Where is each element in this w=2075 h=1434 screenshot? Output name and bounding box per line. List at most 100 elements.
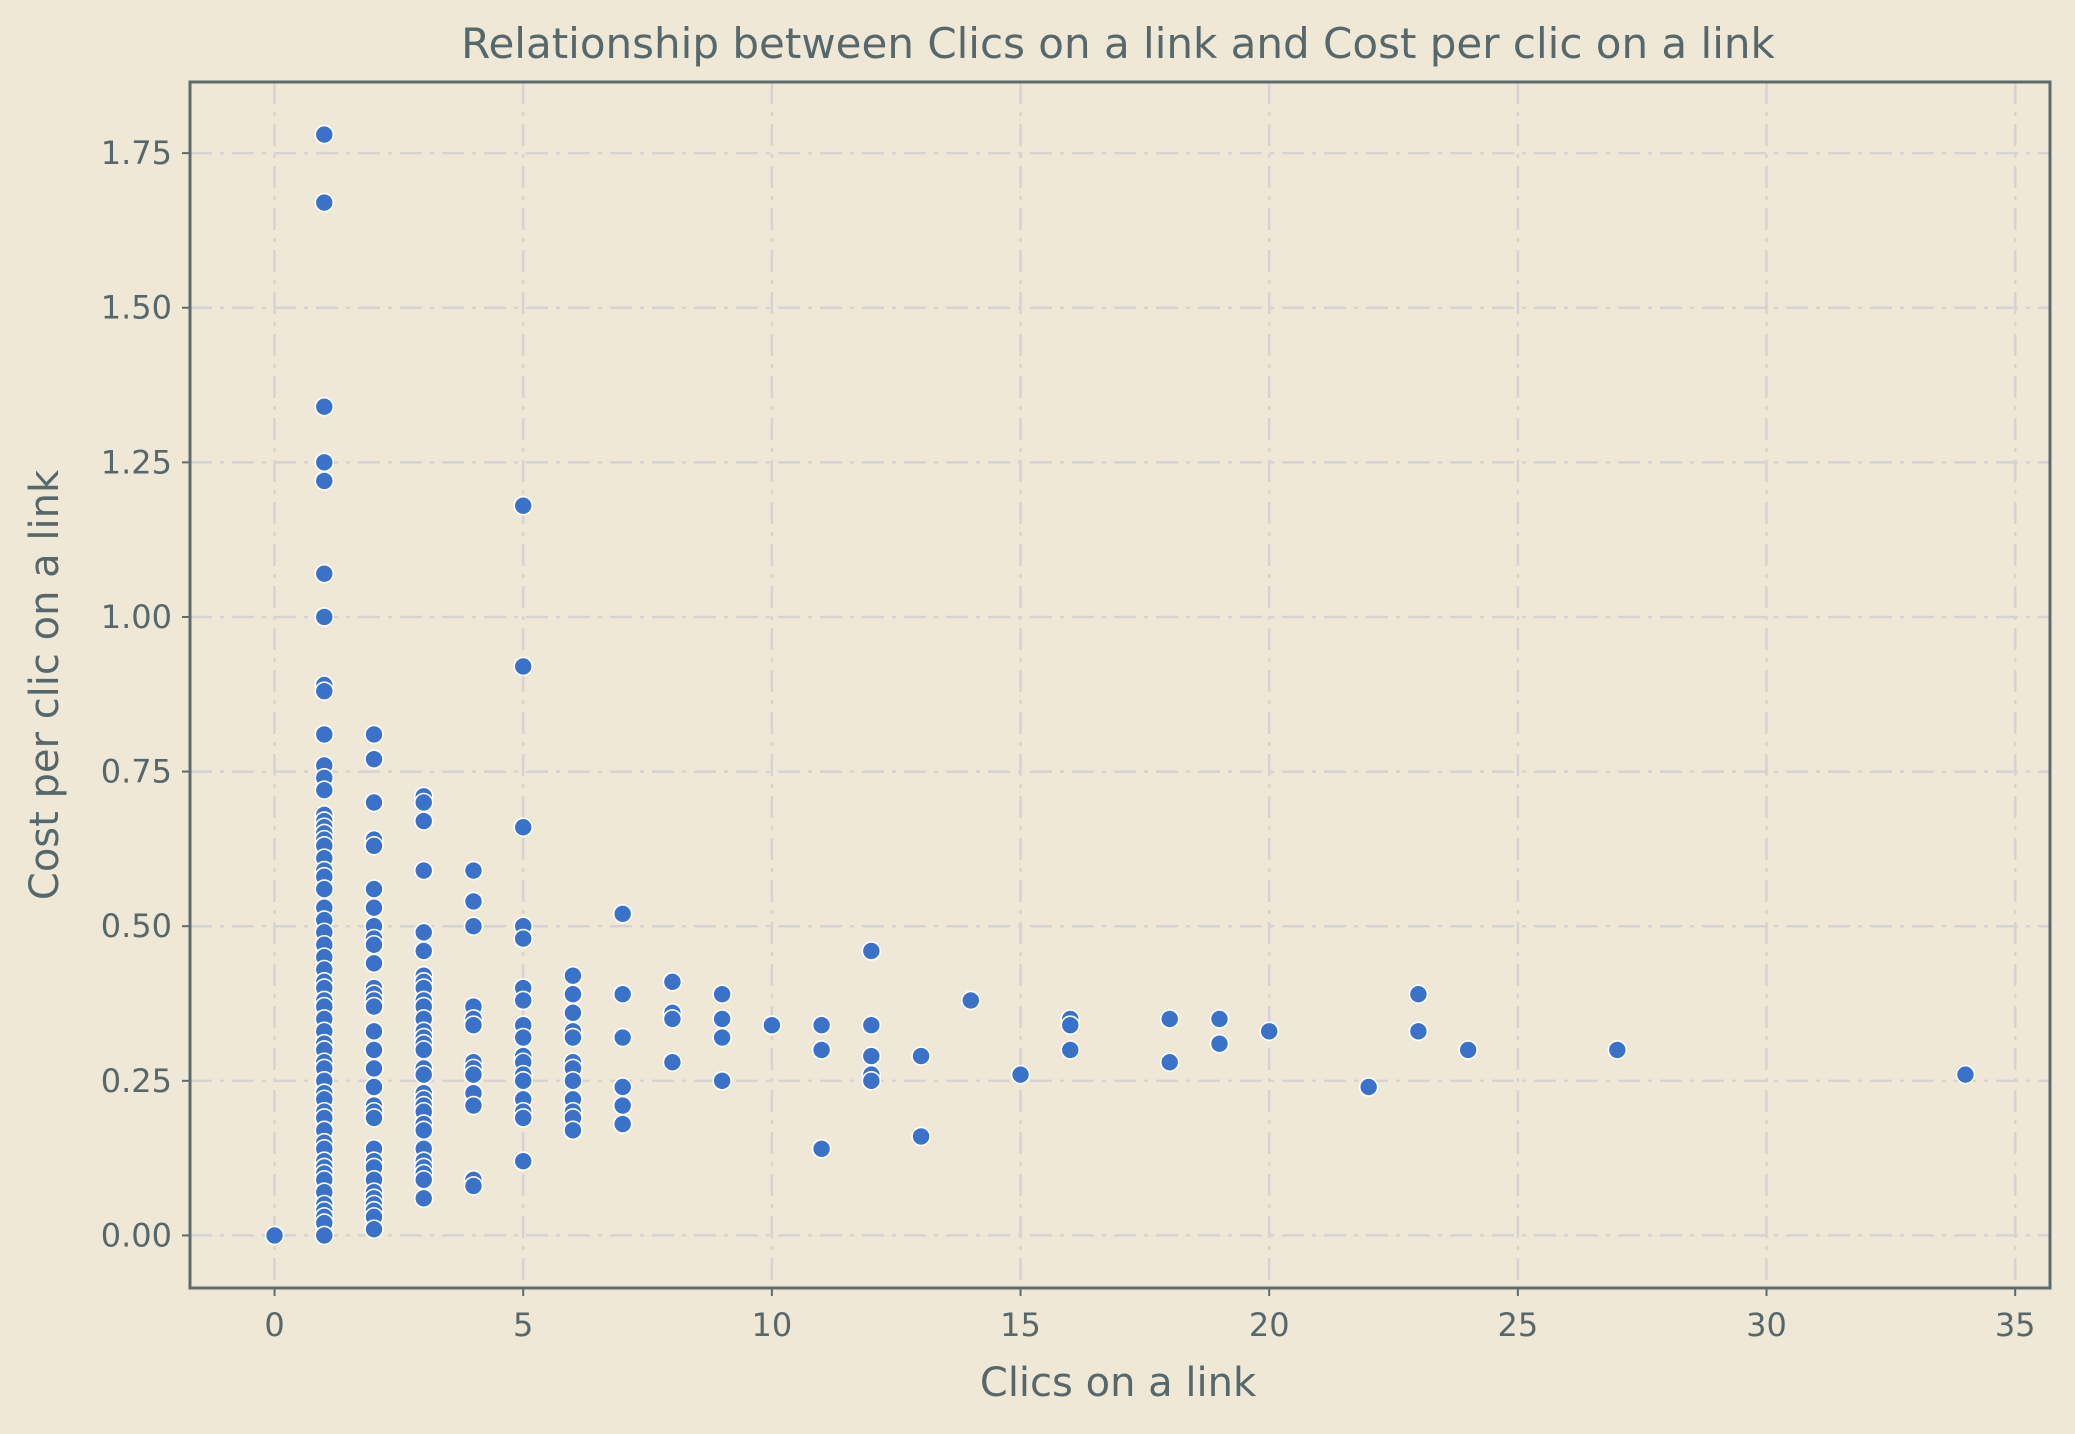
y-tick-label: 1.75 [101, 134, 172, 172]
data-point [513, 1027, 534, 1048]
data-points [264, 124, 1976, 1246]
data-point [1955, 1064, 1976, 1085]
data-point [413, 1120, 434, 1141]
data-point [1607, 1040, 1628, 1060]
data-point [563, 1002, 583, 1023]
data-point [314, 124, 335, 145]
data-point [463, 860, 484, 881]
data-point [513, 817, 534, 838]
y-axis-label: Cost per clic on a link [22, 469, 68, 900]
data-point [861, 941, 882, 961]
data-point [364, 897, 384, 918]
data-point [662, 972, 683, 992]
data-point [911, 1126, 931, 1147]
x-tick-label: 20 [1249, 1306, 1290, 1344]
x-tick-label: 0 [264, 1306, 284, 1344]
data-point [463, 1015, 484, 1035]
data-point [612, 1095, 633, 1116]
data-point [712, 1027, 732, 1048]
data-point [1408, 984, 1429, 1005]
data-point [513, 928, 534, 949]
data-point [1060, 1040, 1081, 1060]
data-point [662, 1052, 683, 1073]
data-point [314, 724, 335, 745]
data-point [612, 1077, 633, 1097]
y-tick-label: 1.50 [101, 289, 172, 327]
x-tick-label: 5 [513, 1306, 533, 1344]
data-point [612, 904, 633, 924]
data-point [314, 879, 335, 899]
data-point [413, 860, 434, 881]
data-point [563, 1120, 583, 1141]
data-point [364, 879, 384, 899]
data-point [1060, 1015, 1081, 1035]
data-point [712, 1009, 732, 1029]
data-point [463, 1176, 484, 1196]
data-point [314, 192, 335, 213]
data-point [463, 1095, 484, 1116]
data-point [364, 953, 384, 974]
data-point [364, 1108, 384, 1128]
data-point [1259, 1021, 1279, 1042]
data-point [364, 996, 384, 1017]
data-point [513, 1071, 534, 1091]
data-point [513, 656, 534, 677]
y-tick-label: 0.50 [101, 907, 172, 945]
data-point [1159, 1052, 1180, 1073]
x-tick-label: 25 [1498, 1306, 1539, 1344]
data-point [563, 965, 583, 986]
data-point [563, 1027, 583, 1048]
data-point [811, 1015, 832, 1035]
data-point [364, 835, 384, 856]
data-point [463, 891, 484, 912]
chart-title: Relationship between Clics on a link and… [461, 19, 1775, 68]
x-tick-label: 10 [752, 1306, 793, 1344]
data-point [463, 1064, 484, 1085]
data-point [513, 1151, 534, 1172]
axis-ticks: 0 5 10 15 20 25 30 35 0.00 0.25 0.50 0.75 1.00 1.25 1.… [101, 134, 2036, 1344]
data-point [563, 984, 583, 1005]
data-point [1209, 1009, 1230, 1029]
data-point [513, 495, 534, 516]
data-point [513, 1108, 534, 1128]
data-point [612, 1027, 633, 1048]
data-point [513, 990, 534, 1011]
data-point [364, 1077, 384, 1097]
data-point [961, 990, 981, 1011]
data-point [612, 1114, 633, 1134]
data-point [314, 452, 335, 473]
data-point [612, 984, 633, 1005]
y-tick-label: 0.00 [101, 1216, 172, 1254]
x-tick-label: 15 [1000, 1306, 1041, 1344]
data-point [811, 1040, 832, 1060]
data-point [861, 1015, 882, 1035]
data-point [364, 934, 384, 955]
data-point [413, 941, 434, 961]
data-point [1209, 1033, 1230, 1054]
data-point [861, 1071, 882, 1091]
y-tick-label: 1.00 [101, 598, 172, 636]
data-point [314, 607, 335, 627]
data-point [712, 1071, 732, 1091]
grid [190, 82, 2050, 1288]
data-point [314, 780, 335, 800]
data-point [364, 792, 384, 813]
data-point [413, 1040, 434, 1060]
data-point [662, 1009, 683, 1029]
data-point [264, 1225, 285, 1246]
data-point [314, 681, 335, 701]
data-point [762, 1015, 782, 1035]
x-tick-label: 30 [1746, 1306, 1787, 1344]
data-point [712, 984, 732, 1005]
data-point [463, 916, 484, 937]
data-point [1358, 1077, 1379, 1097]
data-point [1408, 1021, 1429, 1042]
y-tick-label: 1.25 [101, 443, 172, 481]
data-point [861, 1046, 882, 1066]
x-tick-label: 35 [1995, 1306, 2036, 1344]
y-tick-label: 0.75 [101, 753, 172, 791]
data-point [364, 1219, 384, 1240]
data-point [364, 1058, 384, 1079]
